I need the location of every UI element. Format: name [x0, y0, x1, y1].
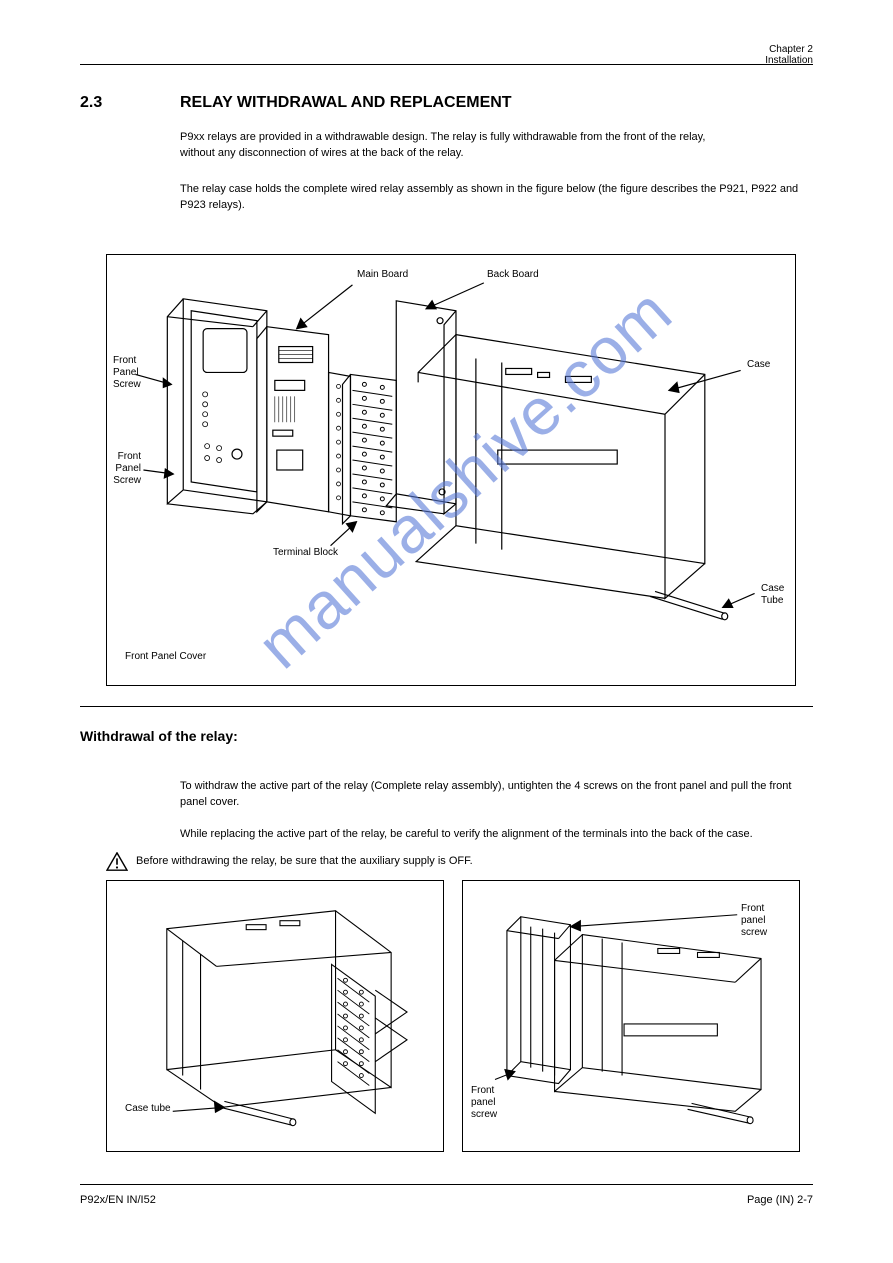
label-front-panel: Front Panel Cover [125, 651, 206, 663]
paragraph-2: The relay case holds the complete wired … [180, 182, 800, 214]
footer-left: P92x/EN IN/I52 [80, 1194, 156, 1206]
label-case: Case [747, 359, 770, 371]
figure-main-svg [107, 255, 795, 685]
label-main-board: Main Board [357, 269, 408, 281]
figure-right: Front panel screw Front panel screw [462, 880, 800, 1152]
label-fp-screw-1: Front Panel Screw [113, 355, 135, 391]
label-right-bottom: Front panel screw [471, 1085, 511, 1121]
bottom-rule [80, 1184, 813, 1185]
subsection-title: Withdrawal of the relay: [80, 728, 238, 744]
paragraph-3: To withdraw the active part of the relay… [180, 779, 810, 811]
top-rule [80, 64, 813, 65]
label-case-tube: Case Tube [761, 583, 795, 607]
footer-right: Page (IN) 2-7 [747, 1194, 813, 1206]
chapter-number: Chapter 2 [769, 44, 813, 55]
mid-rule [80, 706, 813, 707]
figure-left: Case tube [106, 880, 444, 1152]
section-title: RELAY WITHDRAWAL AND REPLACEMENT [180, 94, 512, 112]
label-right-top: Front panel screw [741, 903, 789, 939]
paragraph-4: While replacing the active part of the r… [180, 827, 840, 843]
warning-text: Before withdrawing the relay, be sure th… [136, 854, 836, 870]
page-header: Chapter 2 Installation [765, 44, 813, 66]
paragraph-1: P9xx relays are provided in a withdrawab… [180, 130, 710, 162]
label-back-board: Back Board [487, 269, 539, 281]
label-terminal-block: Terminal Block [273, 547, 338, 559]
label-fp-screw-2: Front Panel Screw [113, 451, 141, 487]
warning-icon [106, 852, 128, 872]
label-left-tube: Case tube [125, 1103, 171, 1115]
section-number: 2.3 [80, 94, 102, 112]
figure-main: Main Board Back Board Front Panel Screw … [106, 254, 796, 686]
